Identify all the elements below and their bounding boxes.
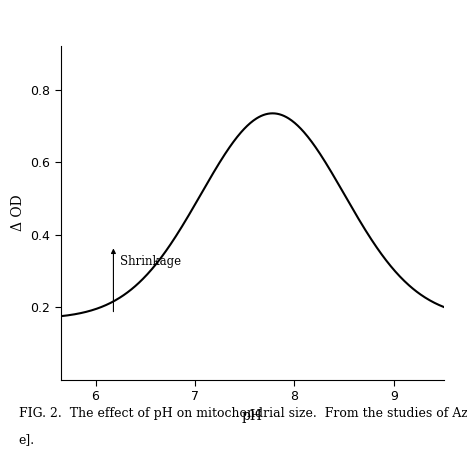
Text: Shrinkage: Shrinkage [120, 256, 182, 269]
Text: FIG. 2.  The effect of pH on mitochondrial size.  From the studies of Azzi and A: FIG. 2. The effect of pH on mitochondria… [19, 407, 467, 420]
Text: e].: e]. [19, 433, 35, 446]
Y-axis label: Δ OD: Δ OD [11, 194, 25, 232]
X-axis label: pH: pH [242, 409, 262, 423]
